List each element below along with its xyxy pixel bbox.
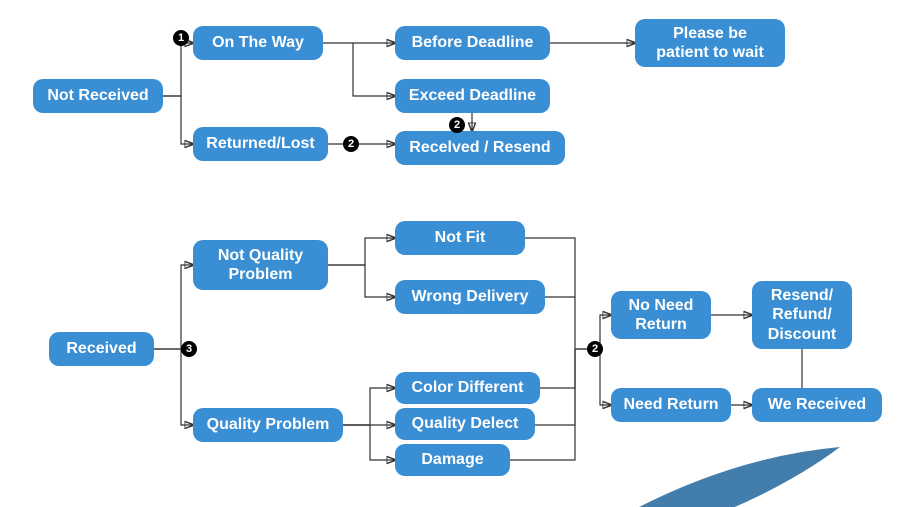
connector-0 — [163, 43, 193, 96]
flow-node-wrong_delivery: Wrong Delivery — [395, 280, 545, 314]
flow-node-color_different: Color Different — [395, 372, 540, 404]
flow-node-not_quality: Not Quality Problem — [193, 240, 328, 290]
connector-8 — [154, 349, 193, 425]
connector-11 — [343, 388, 395, 425]
connector-18 — [510, 349, 575, 460]
step-badge-b3: 2 — [449, 117, 465, 133]
step-badge-b1: 1 — [173, 30, 189, 46]
flow-node-no_need_return: No Need Return — [611, 291, 711, 339]
connector-17 — [535, 349, 575, 425]
flow-node-damage: Damage — [395, 444, 510, 476]
connector-3 — [353, 43, 395, 96]
connector-20 — [575, 349, 611, 405]
step-badge-b5: 2 — [587, 341, 603, 357]
flow-node-returned_lost: Returned/Lost — [193, 127, 328, 161]
connector-1 — [163, 96, 193, 144]
flow-node-before_deadline: Before Deadline — [395, 26, 550, 60]
flow-node-on_the_way: On The Way — [193, 26, 323, 60]
step-badge-b2: 2 — [343, 136, 359, 152]
connector-16 — [540, 349, 575, 388]
connector-7 — [154, 265, 193, 349]
flow-node-not_received: Not Received — [33, 79, 163, 113]
connector-9 — [328, 238, 395, 265]
flow-node-resend_refund: Resend/ Refund/ Discount — [752, 281, 852, 349]
flow-node-exceed_deadline: Exceed Deadline — [395, 79, 550, 113]
flow-node-we_received: We Received — [752, 388, 882, 422]
step-badge-b4: 3 — [181, 341, 197, 357]
flow-node-not_fit: Not Fit — [395, 221, 525, 255]
connector-13 — [343, 425, 395, 460]
connector-10 — [328, 265, 395, 297]
flow-node-quality_defect: Quality Delect — [395, 408, 535, 440]
flow-node-need_return: Need Return — [611, 388, 731, 422]
flow-node-please_wait: Please be patient to wait — [635, 19, 785, 67]
flow-node-quality_problem: Quality Problem — [193, 408, 343, 442]
flow-node-received: Received — [49, 332, 154, 366]
decorative-swoosh — [620, 447, 840, 507]
flow-node-received_resend: Recelved / Resend — [395, 131, 565, 165]
